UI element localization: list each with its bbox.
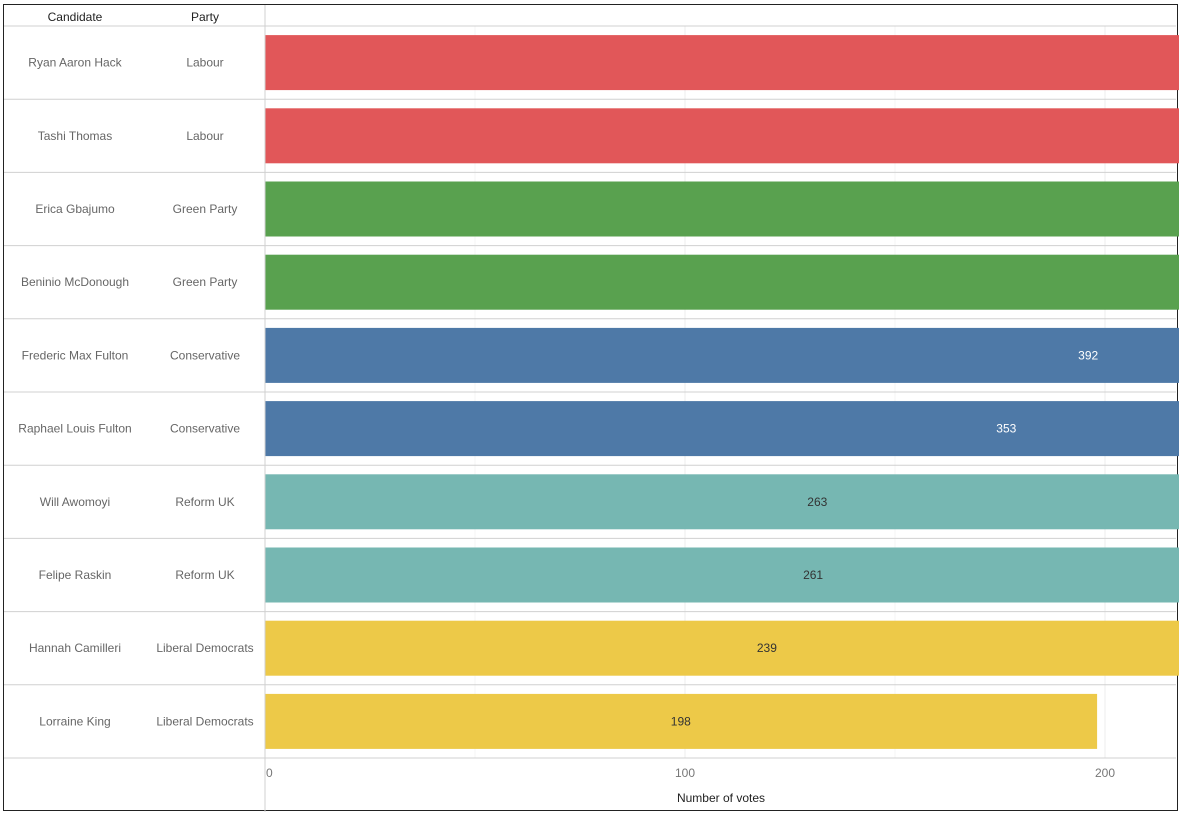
grid-layer [4,5,1176,812]
bar-value-label: 239 [757,641,777,655]
party-name: Green Party [173,275,238,289]
party-name: Labour [186,129,223,143]
candidate-name: Will Awomoyi [40,495,110,509]
candidate-name: Ryan Aaron Hack [28,56,122,70]
chart-frame: Candidate Party Ryan Aaron Hack Labour Tas… [3,4,1183,812]
candidate-name: Erica Gbajumo [35,202,115,216]
bar-value-label: 261 [803,568,823,582]
bar [265,327,1183,383]
bar-value-label: 353 [996,422,1016,436]
party-header: Party [191,10,219,24]
candidate-name: Felipe Raskin [39,568,112,582]
party-name: Liberal Democrats [156,641,253,655]
party-name: Conservative [170,348,240,362]
party-name: Conservative [170,422,240,436]
bar-value-label: 198 [671,714,691,728]
bar-value-label: 263 [807,495,827,509]
bar [265,181,1183,237]
x-tick-label: 200 [1095,766,1115,780]
party-name: Green Party [173,202,238,216]
x-tick-label: 100 [675,766,695,780]
candidate-name: Lorraine King [39,714,110,728]
party-name: Reform UK [175,495,234,509]
bar [265,620,1183,676]
bar [265,108,1183,164]
bar [265,547,1183,603]
candidate-name: Hannah Camilleri [29,641,121,655]
party-name: Reform UK [175,568,234,582]
x-axis: Number of votes 010020030040050060070080… [266,766,1115,805]
x-tick-label: 0 [266,766,273,780]
bars-layer: 2,0661,3561,112762392353263261239198 [265,35,1183,749]
candidate-name: Tashi Thomas [38,129,112,143]
candidate-header: Candidate [48,10,103,24]
party-name: Labour [186,56,223,70]
bar [265,401,1183,457]
party-name: Liberal Democrats [156,714,253,728]
bar [265,693,1098,749]
candidate-table: Candidate Party Ryan Aaron Hack Labour Tas… [18,10,253,728]
bar-value-label: 392 [1078,348,1098,362]
bar [265,474,1183,530]
candidate-name: Raphael Louis Fulton [18,422,131,436]
bar [265,254,1183,310]
bar [265,35,1183,91]
votes-bar-chart: Candidate Party Ryan Aaron Hack Labour Tas… [4,5,1183,812]
candidate-name: Frederic Max Fulton [22,348,129,362]
x-axis-label: Number of votes [677,791,765,805]
candidate-name: Beninio McDonough [21,275,129,289]
